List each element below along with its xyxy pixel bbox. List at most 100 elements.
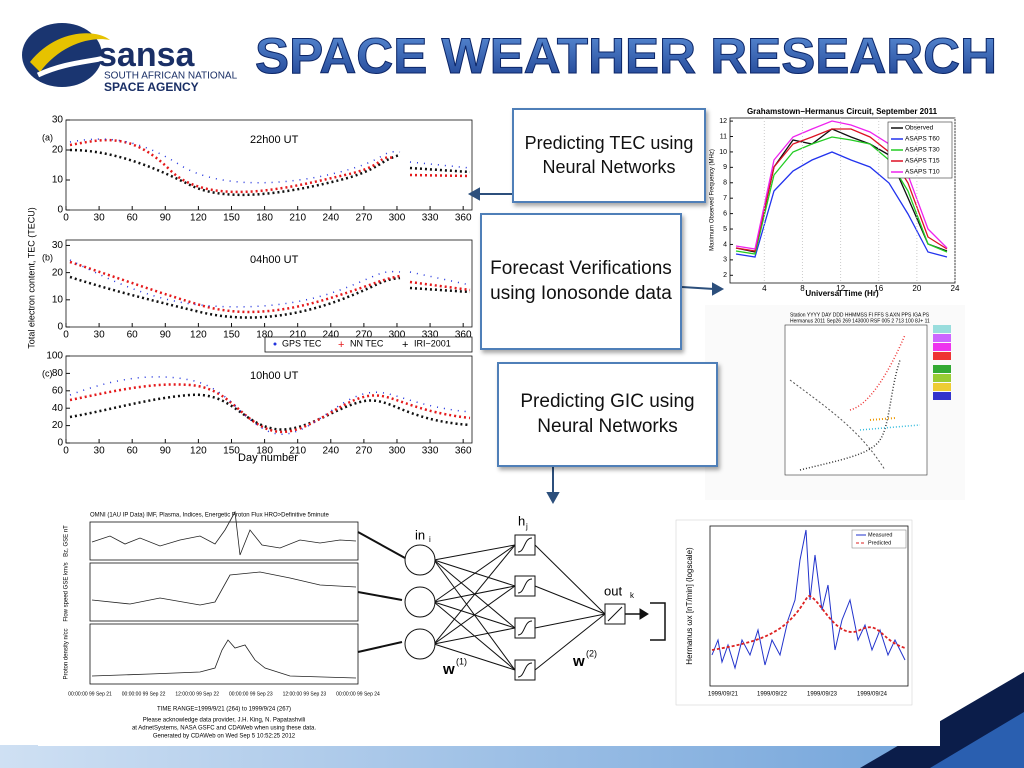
- network-labels: in i h j out k w (1) w (2): [415, 513, 635, 678]
- y-tick-label: 8: [723, 180, 727, 187]
- y-tick-label: 12: [719, 118, 727, 125]
- figure-header: OMNI (1AU IP Data) IMF, Plasma, Indices,…: [90, 513, 329, 519]
- trace: [711, 529, 906, 670]
- circuit-figure: Grahamstown−Hermanus Circuit, September …: [706, 104, 964, 302]
- weight-label: w: [572, 653, 585, 670]
- x-tick-label: 360: [455, 330, 472, 341]
- y-tick-label: 11: [720, 133, 727, 140]
- weight-label: (1): [456, 656, 467, 666]
- x-tick-label: 90: [160, 213, 172, 224]
- x-tick-label: 120: [190, 213, 207, 224]
- neural-network: [404, 534, 666, 681]
- weight-label: w: [442, 661, 455, 678]
- y-tick-label: 10: [719, 149, 727, 156]
- logo-line: SPACE AGENCY: [104, 80, 199, 94]
- axis-label: Bz, GSE nT: [64, 525, 70, 557]
- x-tick-label: 300: [389, 330, 406, 341]
- trend: [69, 138, 471, 194]
- callout: Predicting GIC using Neural Networks: [497, 362, 718, 467]
- x-tick-label: 360: [455, 446, 472, 457]
- x-tick-label: 150: [223, 446, 240, 457]
- x-tick-label: 16: [874, 284, 883, 293]
- x-tick-label: 330: [422, 213, 439, 224]
- x-tick-label: 00:00:00 99 Sep 24: [336, 691, 380, 697]
- color-key: [933, 325, 951, 400]
- panel-label: 10h00 UT: [250, 370, 299, 382]
- legend-entry: Predicted: [868, 540, 891, 546]
- trace: [91, 510, 357, 556]
- figure-bg: [675, 519, 913, 706]
- legend-entry: Measured: [868, 532, 892, 538]
- curve: [859, 424, 921, 431]
- axis-label: Proton density n/cc: [64, 628, 70, 679]
- x-tick-label: 210: [289, 446, 306, 457]
- legend-entry: ASAPS T60: [905, 136, 940, 143]
- x-tick-label: 8: [800, 284, 805, 293]
- logo: sansa SOUTH AFRICAN NATIONAL SPACE AGENC…: [22, 23, 238, 94]
- y-tick-label: 30: [52, 240, 64, 251]
- x-tick-label: 360: [455, 213, 472, 224]
- legend-entry: ASAPS T30: [905, 147, 940, 154]
- x-tick-label: 60: [127, 330, 139, 341]
- arrow: [357, 591, 403, 601]
- axis-label: Flow speed GSE km/s: [64, 562, 70, 621]
- legend-swatch: [273, 342, 277, 346]
- arrow: [357, 531, 406, 559]
- trend: [69, 260, 471, 314]
- x-tick-label: 00:00:00 99 Sep 21: [68, 691, 112, 697]
- x-tick-label: 90: [160, 446, 172, 457]
- y-tick-label: 60: [52, 385, 64, 396]
- y-tick-label: 4: [723, 241, 727, 248]
- axis-label: Total electron content, TEC (TECU): [26, 207, 36, 348]
- x-tick-label: 240: [322, 213, 339, 224]
- x-tick-label: 0: [63, 330, 69, 341]
- x-tick-label: 150: [223, 330, 240, 341]
- x-tick-label: 240: [322, 330, 339, 341]
- logo-name: sansa: [98, 36, 195, 74]
- x-tick-label: 210: [289, 213, 306, 224]
- gic-figure: Measured Predicted Hermanus ωx [nT/min] …: [675, 519, 913, 706]
- plot-frame: [784, 324, 928, 476]
- ionogram-header: Station YYYY DAY DDD HHMMSS FI FFS S AXN…: [790, 312, 930, 318]
- node-label: h: [518, 513, 525, 528]
- series-line: [735, 128, 948, 252]
- node-label: i: [429, 535, 431, 544]
- series-line: [735, 120, 948, 250]
- x-tick-label: 30: [94, 446, 106, 457]
- x-tick-label: 1999/09/21: [708, 692, 739, 698]
- plot-frame: [65, 355, 473, 444]
- x-tick-label: 24: [951, 284, 960, 293]
- x-tick-label: 150: [223, 213, 240, 224]
- x-tick-label: 12:00:00 99 Sep 23: [283, 691, 327, 697]
- series-line: [735, 136, 948, 255]
- x-tick-label: 270: [356, 213, 373, 224]
- axis-label: Hermanus ωx [nT/min] (logscale): [685, 547, 694, 665]
- y-tick-label: 9: [723, 164, 727, 171]
- y-tick-label: 80: [52, 368, 64, 379]
- x-tick-label: 1999/09/22: [757, 692, 788, 698]
- trace: [91, 571, 357, 606]
- x-tick-label: 330: [422, 446, 439, 457]
- omni-figure: OMNI (1AU IP Data) IMF, Plasma, Indices,…: [64, 510, 406, 740]
- plot-frame: [65, 239, 473, 328]
- x-tick-label: 0: [63, 213, 69, 224]
- panel-label: 22h00 UT: [250, 134, 299, 146]
- axis-label: Day number: [238, 452, 298, 464]
- x-tick-label: 60: [127, 213, 139, 224]
- axis-label: Maximum Observed Frequency (MHz): [710, 149, 716, 251]
- footer: Generated by CDAWeb on Wed Sep 5 10:52:2…: [153, 734, 296, 740]
- x-tick-label: 180: [256, 446, 273, 457]
- y-tick-label: 0: [57, 438, 63, 449]
- axis-label: Universal Time (Hr): [805, 289, 879, 298]
- x-tick-label: 00:00:00 99 Sep 22: [122, 691, 166, 697]
- legend-entry: ASAPS T10: [905, 169, 940, 176]
- x-tick-label: 20: [912, 284, 921, 293]
- curve: [789, 379, 886, 471]
- y-tick-label: 5: [723, 226, 727, 233]
- y-tick-label: 20: [52, 420, 64, 431]
- x-tick-label: 12:00:00 99 Sep 22: [175, 691, 219, 697]
- x-tick-label: 300: [389, 213, 406, 224]
- trend: [69, 393, 471, 431]
- x-tick-label: 60: [127, 446, 139, 457]
